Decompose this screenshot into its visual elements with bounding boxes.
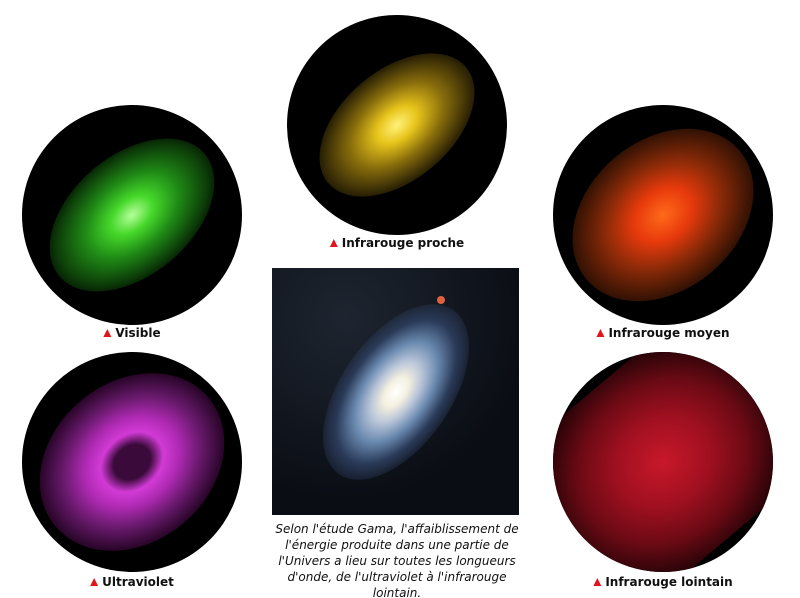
visible-label: Visible [103,326,161,340]
triangle-marker-icon [90,578,99,586]
caption: Selon l'étude Gama, l'affaiblissement de… [275,522,519,598]
far-infrared-label-text: Infrarouge lointain [605,575,733,589]
far-infrared-label: Infrarouge lointain [593,575,733,589]
mid-infrared-galaxy-image [553,105,773,325]
near-infrared-galaxy-image [287,15,507,235]
mid-infrared-label-text: Infrarouge moyen [608,326,730,340]
ultraviolet-label: Ultraviolet [90,575,174,589]
foreground-star [437,296,445,304]
near-infrared-label-text: Infrarouge proche [341,236,465,250]
composite-galaxy-photo [272,268,519,515]
triangle-marker-icon [329,239,338,247]
visible-galaxy-image [22,105,242,325]
near-infrared-label: Infrarouge proche [329,236,465,250]
mid-infrared-label: Infrarouge moyen [596,326,730,340]
triangle-marker-icon [103,329,112,337]
visible-label-text: Visible [115,326,161,340]
far-infrared-galaxy-image [553,352,773,572]
ultraviolet-galaxy-image [22,352,242,572]
ultraviolet-label-text: Ultraviolet [102,575,174,589]
triangle-marker-icon [593,578,602,586]
triangle-marker-icon [596,329,605,337]
